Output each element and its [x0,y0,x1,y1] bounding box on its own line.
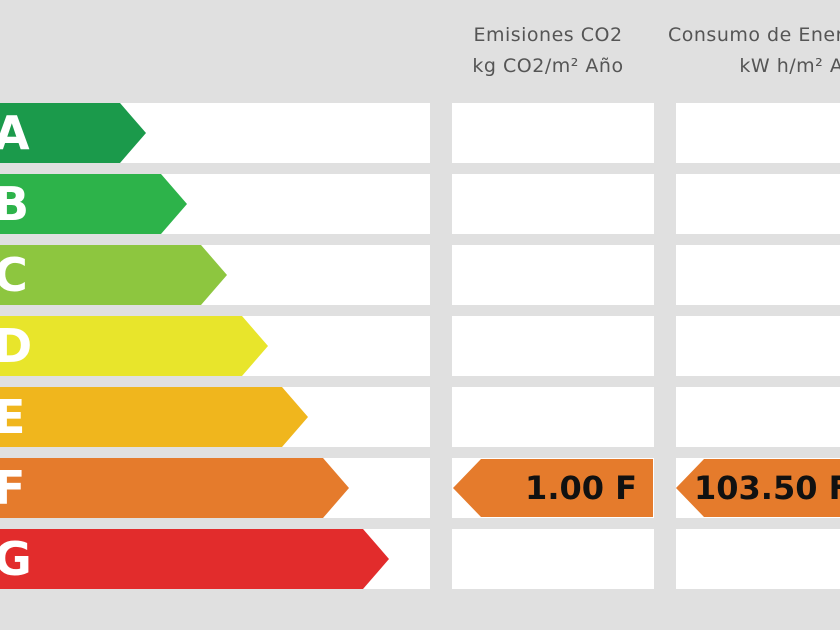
energy-cell [676,103,840,163]
co2-header-unit: kg CO2/m² Año [472,55,624,77]
energy-column-header: Consumo de Energía kW h/m² Año [668,20,840,82]
energy-header-unit: kW h/m² Año [739,55,840,77]
energy-cell [676,529,840,589]
rating-letter: D [0,319,33,373]
rating-arrow-g: G [0,529,389,589]
co2-cell [452,387,654,447]
co2-column-header: Emisiones CO2 kg CO2/m² Año [448,20,648,82]
energy-value-arrow: 103.50 F [676,459,840,517]
rating-arrow-a: A [0,103,146,163]
rating-letter: E [0,390,26,444]
rating-letter: B [0,177,30,231]
energy-cell [676,316,840,376]
rating-letter: G [0,532,32,586]
co2-header-title: Emisiones CO2 [473,24,623,46]
rating-letter: A [0,106,30,160]
rating-letter: F [0,461,26,515]
rating-arrow-e: E [0,387,308,447]
co2-value-arrow-label: 1.00 F [525,469,637,507]
energy-cell [676,174,840,234]
co2-value-arrow: 1.00 F [453,459,653,517]
rating-arrow-f: F [0,458,349,518]
rating-arrow-c: C [0,245,227,305]
co2-cell [452,245,654,305]
energy-value-arrow-label: 103.50 F [694,469,840,507]
co2-cell [452,103,654,163]
co2-cell [452,316,654,376]
co2-cell [452,529,654,589]
co2-cell [452,174,654,234]
energy-cell [676,387,840,447]
rating-arrow-b: B [0,174,187,234]
rating-letter: C [0,248,28,302]
rating-arrow-d: D [0,316,268,376]
energy-cell [676,245,840,305]
energy-header-title: Consumo de Energía [668,24,840,46]
